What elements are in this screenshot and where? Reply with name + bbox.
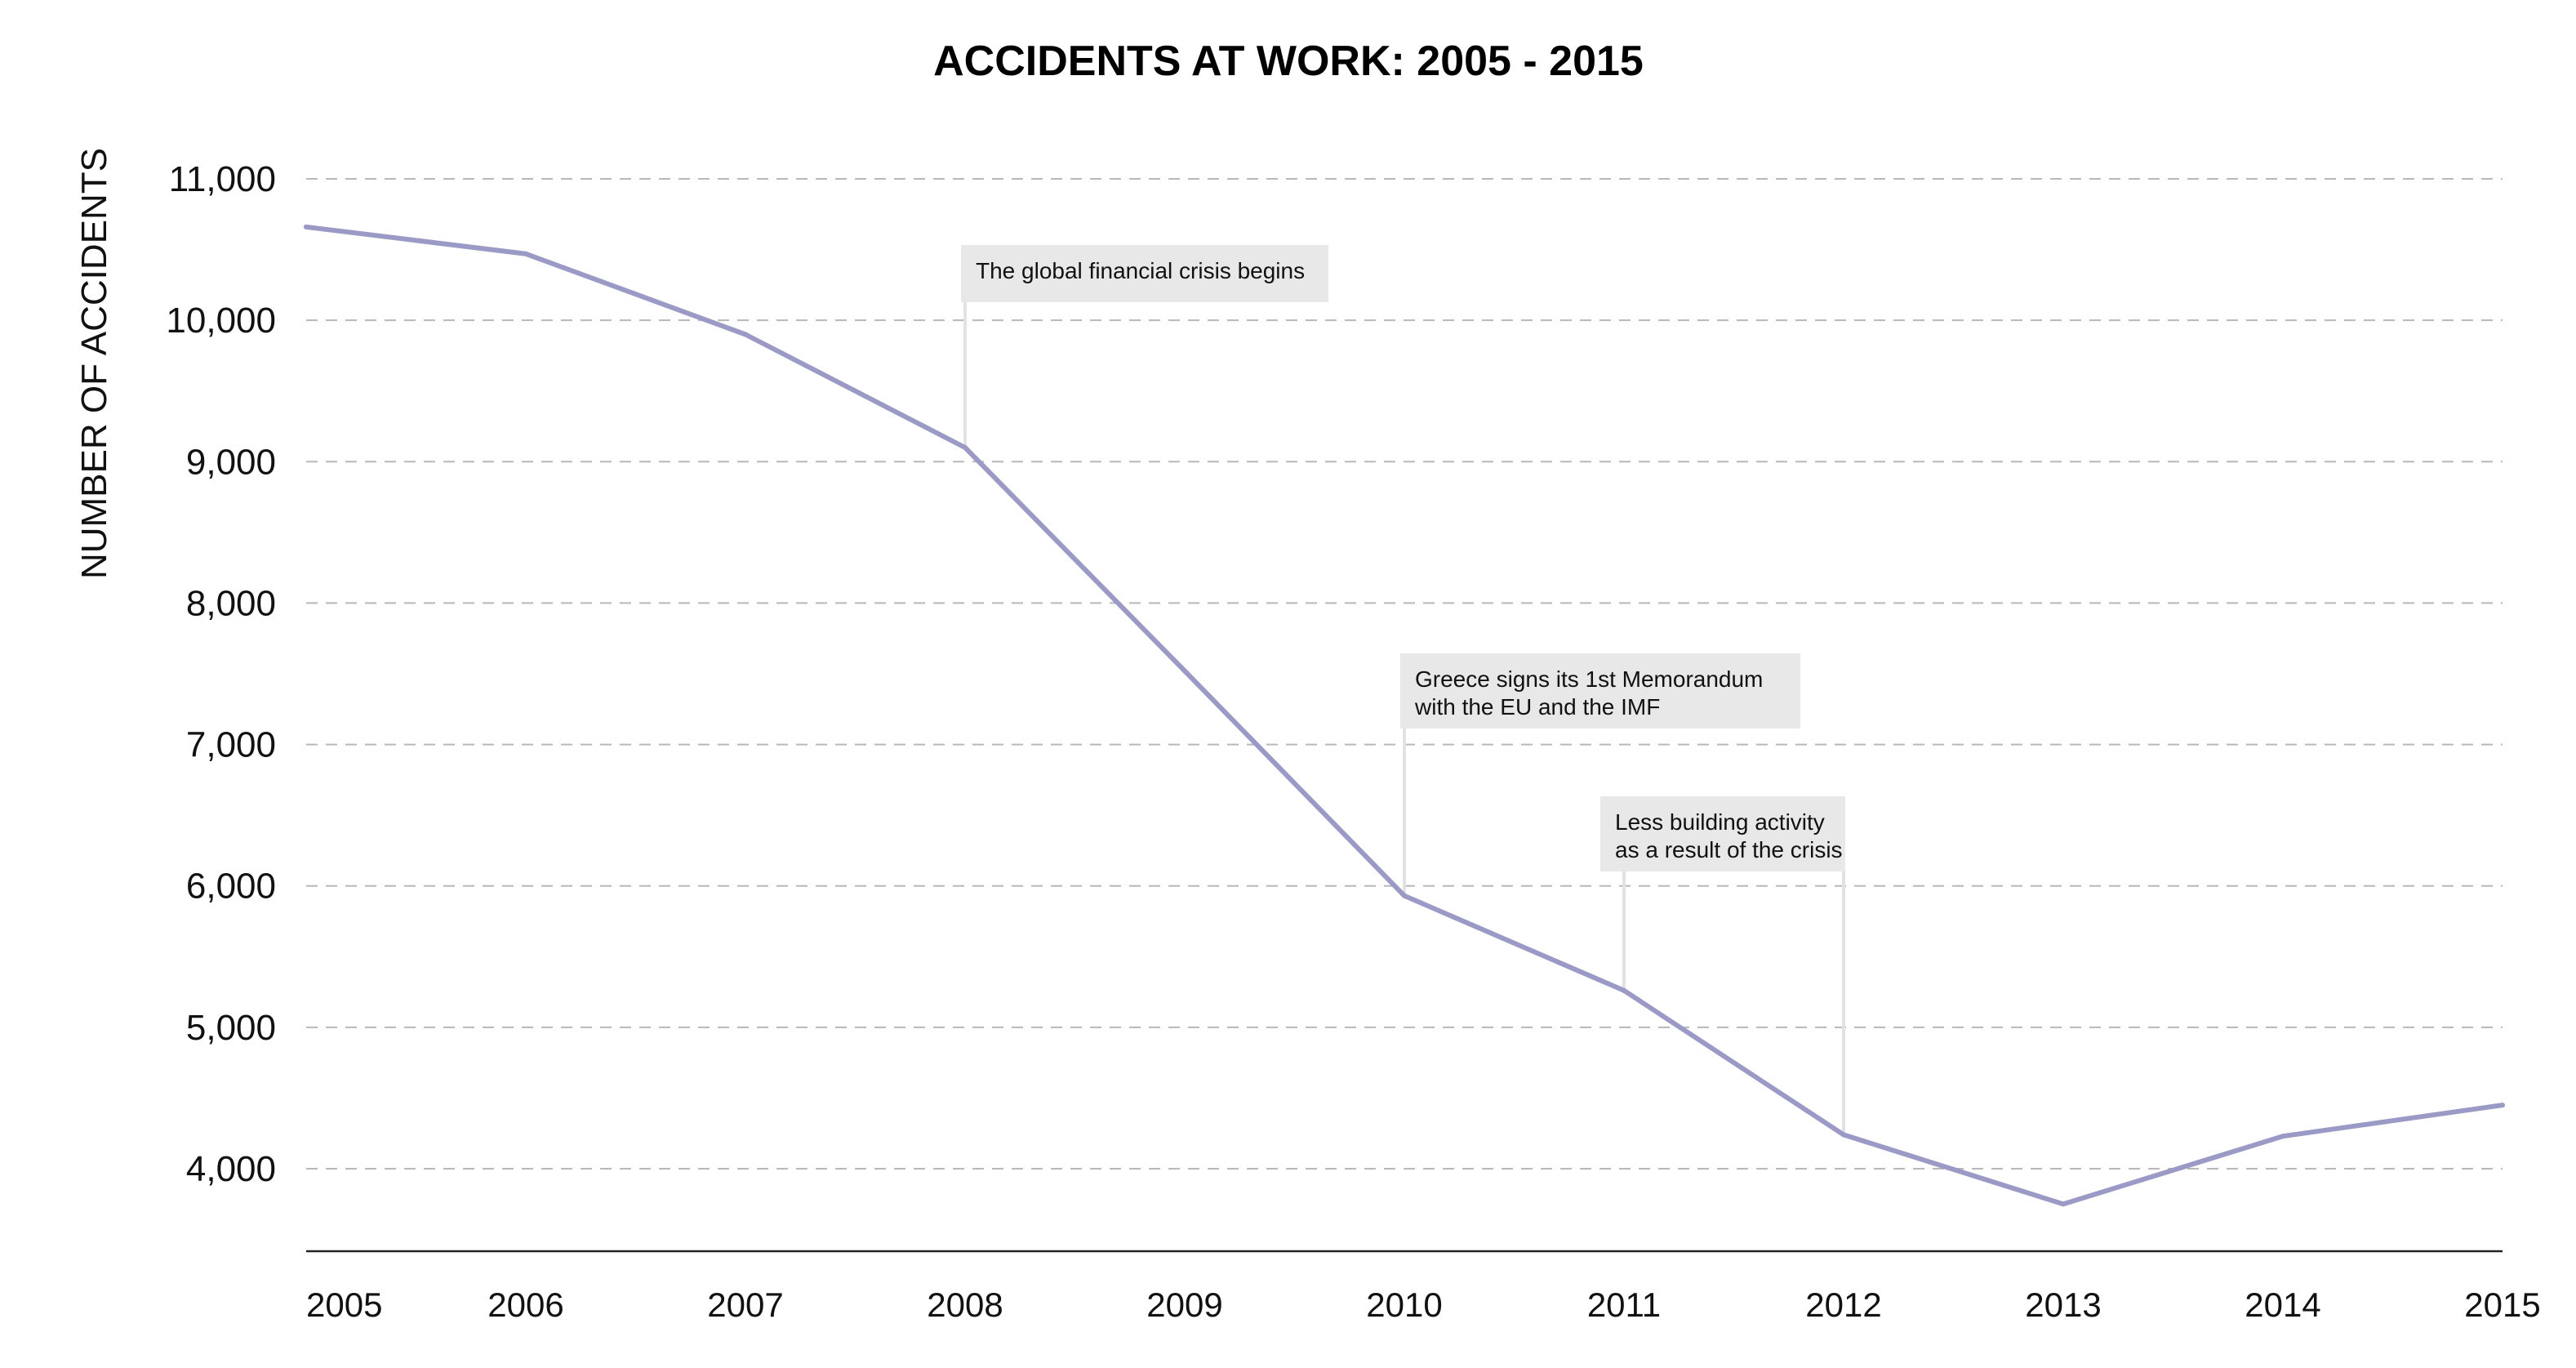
y-axis-label: NUMBER OF ACCIDENTS [74, 148, 114, 579]
annotation-box [1600, 796, 1845, 871]
series-layer [304, 224, 2505, 1207]
x-tick-label: 2011 [1587, 1286, 1661, 1324]
x-tick-label: 2013 [2025, 1286, 2101, 1324]
y-tick-label: 11,000 [169, 159, 276, 199]
x-tick-label: 2014 [2245, 1286, 2320, 1324]
x-tick-label: 2015 [2464, 1286, 2540, 1324]
x-tick-label: 2012 [1805, 1286, 1881, 1324]
x-tick-label: 2005 [306, 1286, 382, 1324]
annotation-leaders [963, 302, 1845, 1135]
annotation-callouts: The global financial crisis begins Greece… [961, 245, 1845, 871]
x-tick-label: 2008 [927, 1286, 1003, 1324]
y-tick-label: 8,000 [186, 583, 276, 623]
x-tick-label: 2010 [1366, 1286, 1442, 1324]
data-point [1622, 987, 1626, 993]
annotation-text: with the EU and the IMF [1414, 694, 1660, 720]
annotation-callout: The global financial crisis begins [961, 245, 1328, 302]
data-point [2500, 1103, 2505, 1108]
y-tick-label: 6,000 [186, 867, 276, 907]
y-tick-label: 7,000 [186, 725, 276, 765]
y-tick-label: 9,000 [186, 442, 276, 482]
data-point [2280, 1134, 2285, 1139]
annotation-text: Greece signs its 1st Memorandum [1415, 666, 1763, 692]
data-point [1402, 893, 1407, 898]
annotation-text: The global financial crisis begins [976, 258, 1305, 283]
data-point [2061, 1201, 2066, 1207]
x-axis-ticks: 2005 2006 2007 2008 2009 2010 2011 2012 2013 2014… [306, 1286, 2541, 1324]
y-tick-label: 4,000 [186, 1149, 276, 1189]
x-tick-label: 2007 [707, 1286, 783, 1324]
data-point [523, 251, 528, 256]
y-tick-label: 5,000 [186, 1008, 276, 1048]
x-tick-label: 2006 [487, 1286, 563, 1324]
annotation-box [1400, 653, 1800, 729]
data-point [963, 444, 968, 450]
chart-title: ACCIDENTS AT WORK: 2005 - 2015 [933, 38, 1644, 85]
data-point [1182, 668, 1187, 674]
y-tick-label: 10,000 [166, 301, 276, 341]
annotation-text: Less building activity [1615, 809, 1825, 835]
y-axis-ticks: 4,000 5,000 6,000 7,000 8,000 9,000 10,000 11,0… [166, 159, 276, 1189]
annotation-box [961, 245, 1328, 302]
data-point [743, 332, 748, 337]
data-point [304, 224, 309, 229]
data-point [1841, 1132, 1846, 1138]
x-tick-label: 2009 [1146, 1286, 1222, 1324]
annotation-text: as a result of the crisis [1615, 837, 1843, 862]
